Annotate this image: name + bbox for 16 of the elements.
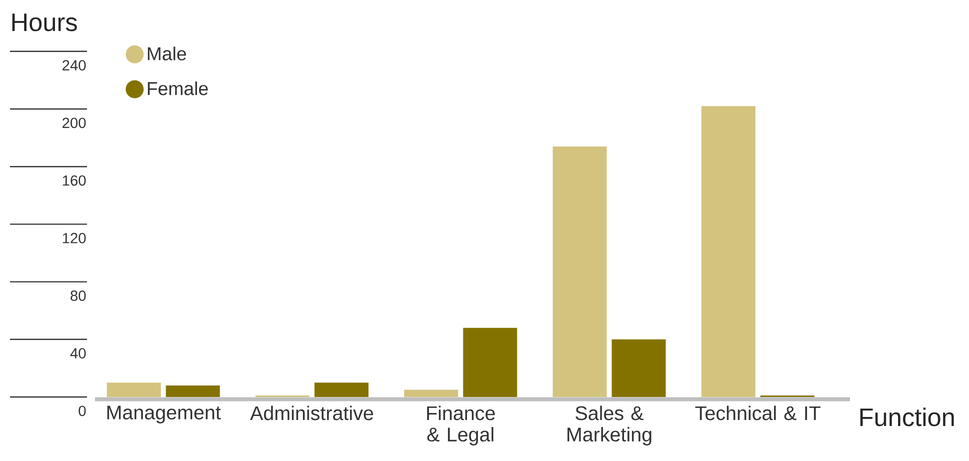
x-tick-label: Management	[107, 406, 221, 424]
y-tick-label: 80	[70, 290, 86, 301]
x-tick-label: Administrative	[250, 406, 374, 420]
x-tick-label: Technical & IT	[695, 406, 820, 420]
x-tick-label: Finance & Legal	[427, 406, 495, 446]
y-tick-label: 160	[62, 175, 86, 186]
y-tick-label: 200	[62, 118, 86, 128]
x-tick-label: Sales & Marketing	[568, 406, 652, 446]
y-tick-label: 240	[62, 60, 86, 70]
y-tick-label: 40	[70, 348, 86, 358]
y-axis-title: Hours	[12, 14, 77, 32]
x-axis-title: Function	[860, 408, 954, 426]
y-tick-label: 0	[78, 406, 86, 416]
legend-label: Male	[148, 46, 186, 60]
legend-label: Female	[148, 81, 208, 96]
y-tick-label: 120	[62, 232, 86, 244]
